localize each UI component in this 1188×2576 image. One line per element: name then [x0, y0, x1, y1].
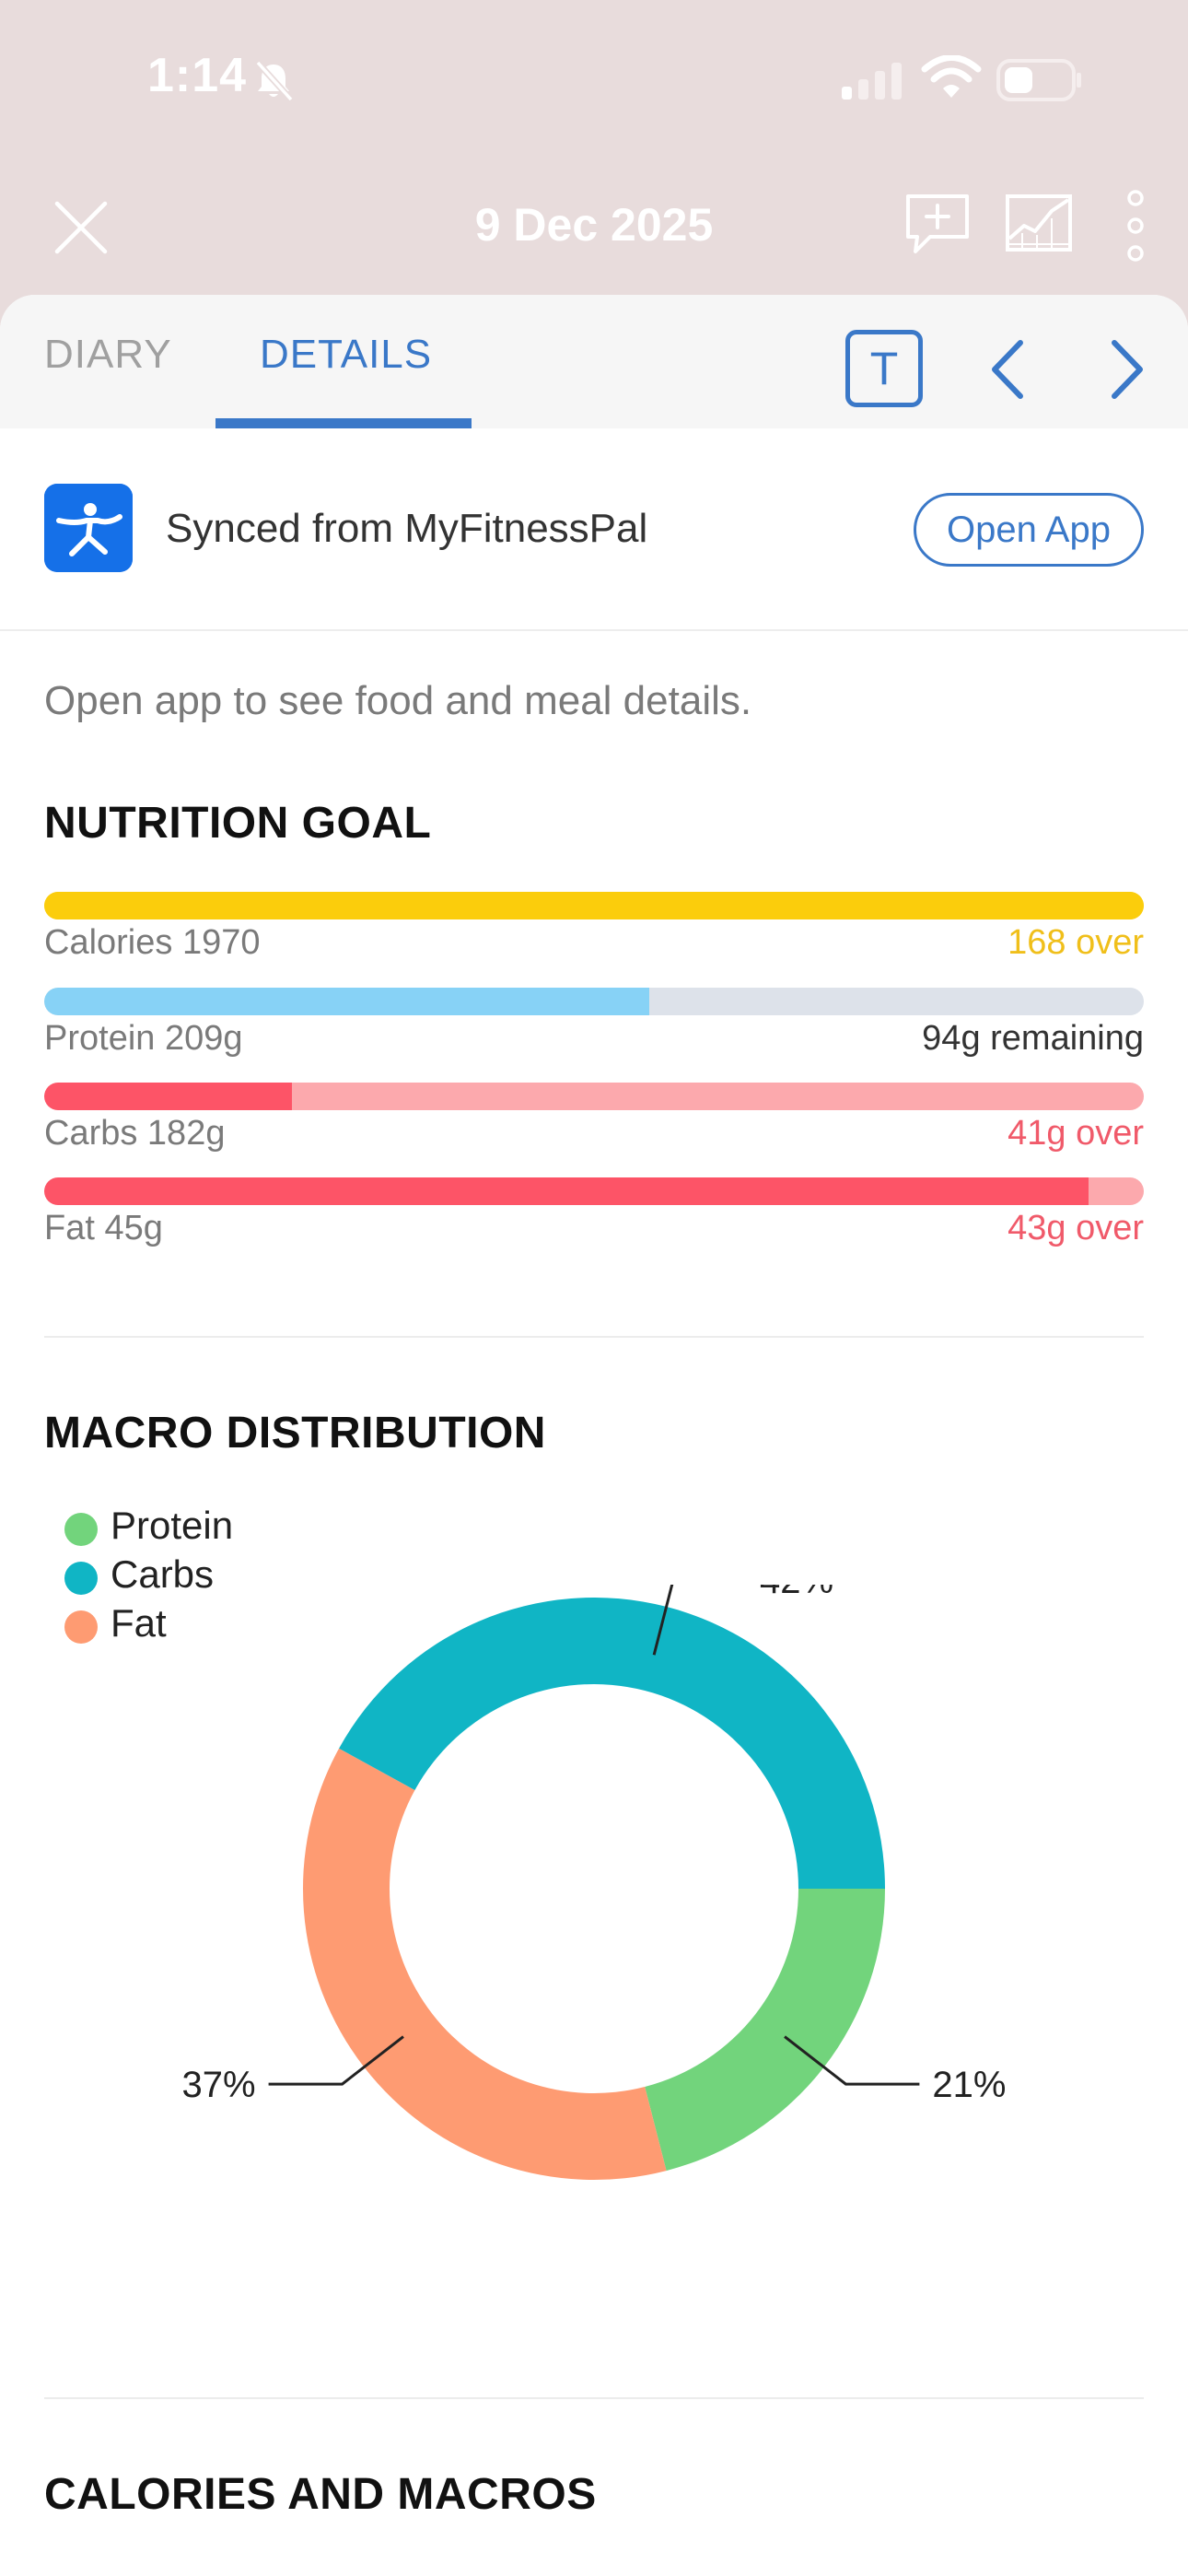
calories-bar — [44, 892, 1144, 919]
status-time: 1:14 — [147, 49, 248, 102]
carbs-status: 41g over — [1007, 1114, 1144, 1153]
protein-bar — [44, 988, 1144, 1015]
donut-slice-carbs — [339, 1597, 885, 1889]
text-view-button[interactable]: T — [845, 330, 923, 407]
trend-chart-icon[interactable] — [1004, 193, 1074, 253]
donut-label-fat: 37% — [182, 2065, 256, 2105]
fat-bar-fill — [44, 1177, 1089, 1205]
tab-diary[interactable]: DIARY — [44, 332, 172, 377]
donut-leader-line — [784, 2035, 920, 2086]
status-bar: 1:14 — [0, 0, 1188, 161]
donut-label-protein: 21% — [932, 2065, 1006, 2105]
macro-donut-chart: 21% 37% 42% — [182, 1585, 1006, 2180]
sync-row: Synced from MyFitnessPal Open App — [0, 428, 1188, 631]
fat-status: 43g over — [1007, 1209, 1144, 1247]
donut-leader-line — [652, 1585, 674, 1656]
section-divider — [44, 1336, 1144, 1338]
carbs-bar-fill — [44, 1083, 292, 1110]
active-tab-indicator — [215, 418, 472, 428]
myfitnesspal-logo-icon — [44, 484, 133, 572]
battery-icon — [996, 59, 1081, 101]
fat-bar — [44, 1177, 1144, 1205]
donut-leader-line — [268, 2035, 404, 2086]
legend-label: Protein — [111, 1504, 234, 1547]
add-comment-icon[interactable] — [903, 191, 973, 257]
tab-details[interactable]: DETAILS — [260, 332, 433, 377]
info-text: Open app to see food and meal details. — [44, 678, 752, 723]
nutrition-goal-title: NUTRITION GOAL — [44, 799, 432, 848]
calories-bar-fill — [44, 892, 1144, 919]
macro-distribution-title: MACRO DISTRIBUTION — [44, 1409, 546, 1458]
bell-muted-icon — [255, 60, 294, 102]
tab-bar: DIARY DETAILS T — [0, 295, 1188, 428]
legend-dot — [64, 1610, 98, 1644]
legend-label: Fat — [111, 1601, 167, 1645]
sync-source-text: Synced from MyFitnessPal — [166, 506, 648, 551]
legend-dot — [64, 1562, 98, 1595]
section-divider — [44, 2397, 1144, 2399]
protein-label: Protein 209g — [44, 1019, 243, 1058]
carbs-bar — [44, 1083, 1144, 1110]
fat-label: Fat 45g — [44, 1209, 163, 1247]
open-app-button[interactable]: Open App — [914, 493, 1144, 567]
more-options-icon[interactable] — [1122, 189, 1149, 263]
donut-slice-fat — [302, 1748, 667, 2180]
wifi-icon — [921, 55, 982, 98]
details-sheet: DIARY DETAILS T Synced from MyFitnessPal… — [0, 295, 1188, 2576]
cellular-signal-icon — [842, 63, 902, 100]
date-title[interactable]: 9 Dec 2025 — [474, 199, 714, 251]
protein-bar-fill — [44, 988, 649, 1015]
donut-label-carbs: 42% — [760, 1585, 833, 1601]
legend-dot — [64, 1513, 98, 1546]
chevron-left-icon[interactable] — [987, 337, 1028, 402]
calories-and-macros-title: CALORIES AND MACROS — [44, 2470, 597, 2519]
legend-label: Carbs — [111, 1552, 215, 1596]
chevron-right-icon[interactable] — [1107, 337, 1147, 402]
donut-slice-protein — [645, 1889, 885, 2172]
calories-label: Calories 1970 — [44, 923, 261, 962]
close-icon[interactable] — [52, 198, 111, 257]
top-app-bar: 9 Dec 2025 — [0, 161, 1188, 299]
protein-status: 94g remaining — [922, 1019, 1144, 1058]
carbs-label: Carbs 182g — [44, 1114, 226, 1153]
calories-status: 168 over — [1007, 923, 1144, 962]
